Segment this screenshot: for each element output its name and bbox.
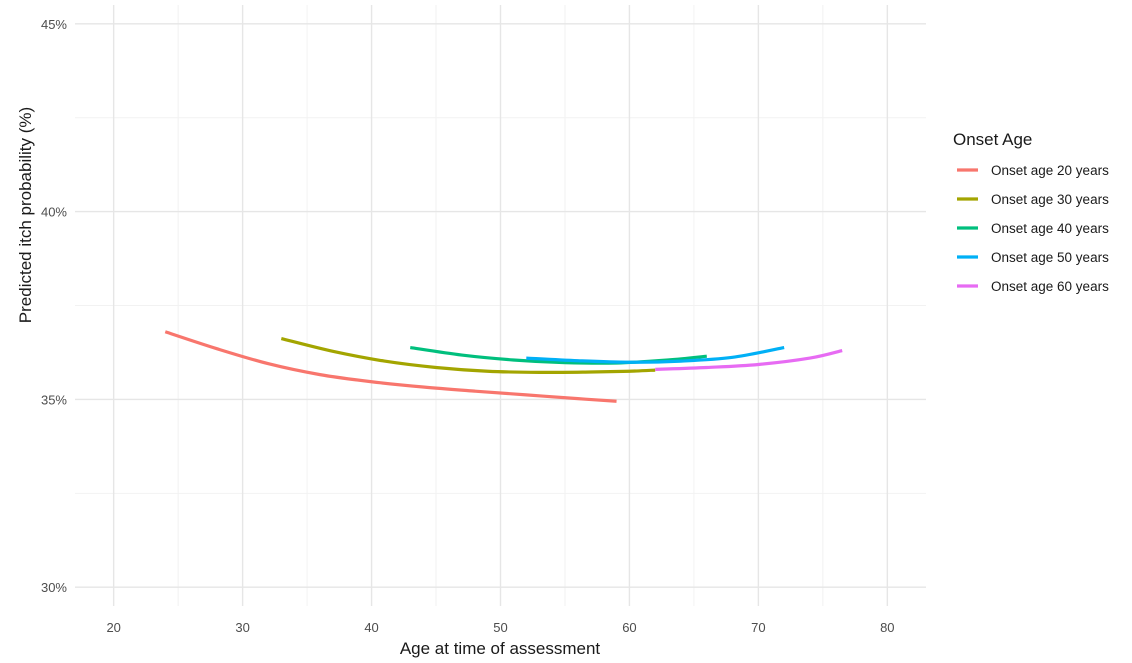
x-tick-label: 40 xyxy=(364,620,378,635)
legend-item: Onset age 30 years xyxy=(957,192,1109,207)
x-tick-label: 70 xyxy=(751,620,765,635)
legend-item: Onset age 50 years xyxy=(957,250,1109,265)
y-axis-ticks: 30% 35% 40% 45% xyxy=(41,17,67,595)
y-tick-label: 40% xyxy=(41,205,67,220)
legend: Onset Age Onset age 20 years Onset age 30… xyxy=(953,130,1109,294)
y-tick-label: 30% xyxy=(41,580,67,595)
y-tick-label: 35% xyxy=(41,392,67,407)
x-tick-label: 60 xyxy=(622,620,636,635)
x-axis-ticks: 20 30 40 50 60 70 80 xyxy=(106,620,894,635)
legend-label: Onset age 20 years xyxy=(991,163,1109,178)
legend-label: Onset age 60 years xyxy=(991,279,1109,294)
series-line-onset-5 xyxy=(655,349,843,371)
x-tick-label: 80 xyxy=(880,620,894,635)
grid-major xyxy=(75,5,926,606)
x-axis-title: Age at time of assessment xyxy=(400,639,601,658)
legend-item: Onset age 20 years xyxy=(957,163,1109,178)
legend-label: Onset age 30 years xyxy=(991,192,1109,207)
legend-items: Onset age 20 years Onset age 30 years Onse… xyxy=(957,163,1109,294)
x-tick-label: 20 xyxy=(106,620,120,635)
legend-label: Onset age 40 years xyxy=(991,221,1109,236)
legend-item: Onset age 40 years xyxy=(957,221,1109,236)
series-line-onset-3 xyxy=(410,345,707,365)
series-line-onset-4 xyxy=(526,345,785,364)
series-lines xyxy=(164,330,843,403)
legend-label: Onset age 50 years xyxy=(991,250,1109,265)
x-tick-label: 50 xyxy=(493,620,507,635)
y-axis-title: Predicted itch probability (%) xyxy=(16,107,35,323)
legend-title: Onset Age xyxy=(953,130,1032,149)
legend-item: Onset age 60 years xyxy=(957,279,1109,294)
series-line-onset-2 xyxy=(280,337,656,374)
x-tick-label: 30 xyxy=(235,620,249,635)
y-tick-label: 45% xyxy=(41,17,67,32)
series-line-onset-1 xyxy=(164,330,617,403)
